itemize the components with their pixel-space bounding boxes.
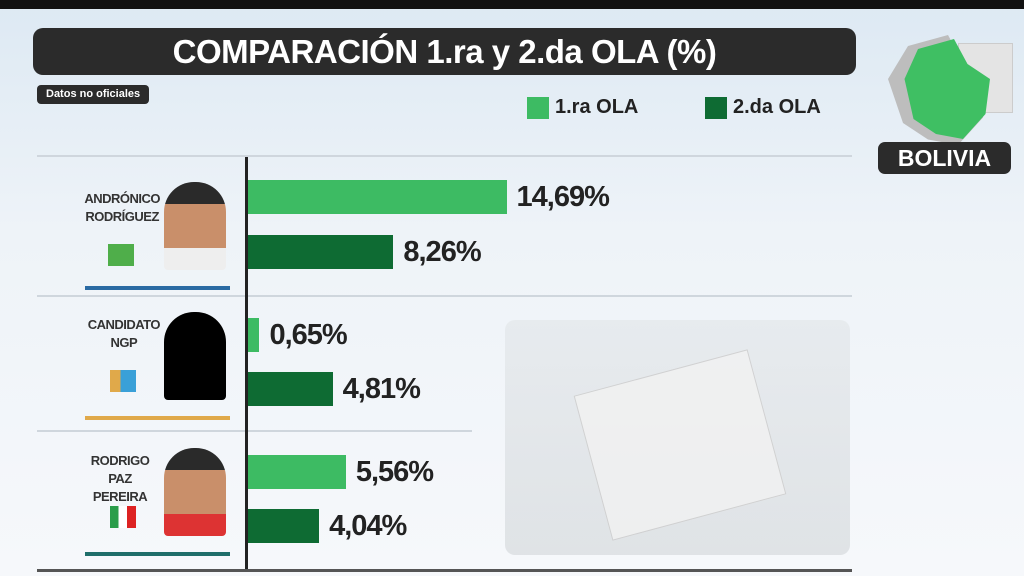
candidate-name: RODRIGO PAZ PEREIRA: [80, 452, 160, 506]
divider: [37, 295, 852, 297]
disclaimer-badge: Datos no oficiales: [37, 85, 150, 104]
bar-2da-ola: [248, 372, 333, 406]
bar-1ra-ola: [248, 455, 346, 489]
accent-underline: [85, 416, 230, 420]
accent-underline: [85, 286, 230, 290]
y-axis: [245, 157, 248, 569]
accent-underline: [85, 552, 230, 556]
name-line: NGP: [110, 335, 138, 350]
bar-2da-ola: [248, 235, 394, 269]
bar-1ra-ola: [248, 180, 507, 214]
data-label: 5,56%: [355, 456, 434, 488]
legend-label: 2.da OLA: [733, 96, 821, 118]
candidate-card: RODRIGO PAZ PEREIRA: [80, 448, 230, 558]
name-line: RODRÍGUEZ: [85, 209, 159, 224]
candidate-name: CANDIDATO NGP: [87, 316, 161, 352]
legend-item-2da-ola: 2.da OLA: [705, 96, 821, 119]
name-line: PAZ PEREIRA: [92, 471, 148, 504]
bar-1ra-ola: [248, 318, 260, 352]
baseline: [37, 569, 852, 572]
candidate-photo: [164, 182, 226, 270]
candidate-photo: [164, 448, 226, 536]
bolivia-logo: BOLIVIA: [878, 25, 1018, 175]
data-label: 14,69%: [516, 181, 610, 213]
legend-item-1ra-ola: 1.ra OLA: [527, 96, 638, 119]
data-label: 4,81%: [342, 373, 421, 405]
name-line: ANDRÓNICO: [84, 191, 160, 206]
data-label: 4,04%: [329, 510, 407, 542]
data-label: 0,65%: [269, 319, 347, 351]
name-line: CANDIDATO: [87, 317, 161, 332]
bar-2da-ola: [248, 509, 320, 543]
party-logo: [110, 506, 136, 528]
candidate-card: CANDIDATO NGP: [80, 312, 230, 422]
divider: [37, 155, 852, 157]
divider: [37, 430, 472, 432]
region-label: BOLIVIA: [878, 142, 1011, 174]
top-border: [0, 0, 1024, 9]
chart-title: COMPARACIÓN 1.ra y 2.da OLA (%): [33, 28, 856, 75]
legend-label: 1.ra OLA: [555, 96, 639, 118]
candidate-card: ANDRÓNICO RODRÍGUEZ: [80, 182, 230, 292]
data-label: 8,26%: [403, 236, 481, 268]
candidate-name: ANDRÓNICO RODRÍGUEZ: [84, 190, 160, 226]
party-logo: [108, 244, 134, 266]
legend-swatch: [527, 96, 549, 119]
legend-swatch: [705, 96, 727, 119]
name-line: RODRIGO: [90, 453, 150, 468]
silhouette-icon: [164, 312, 226, 400]
party-logo: [110, 370, 136, 392]
